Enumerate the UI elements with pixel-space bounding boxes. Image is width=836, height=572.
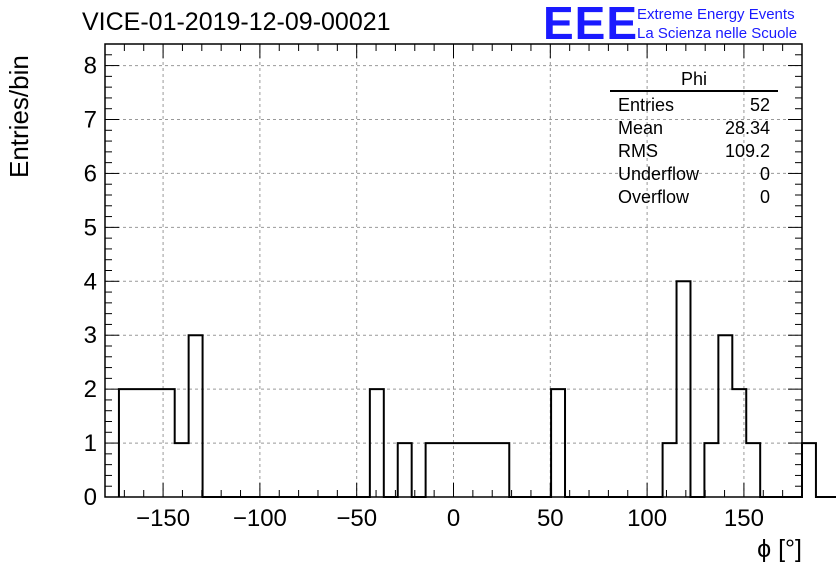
- y-tick-label: 7: [84, 107, 97, 134]
- x-tick-label: 0: [447, 505, 460, 532]
- histogram-bin: [426, 443, 440, 497]
- stats-value: 28.34: [724, 118, 770, 138]
- histogram-bin: [481, 443, 495, 497]
- grid-lines: [105, 44, 802, 497]
- y-tick-label: 0: [84, 484, 97, 511]
- histogram-bin: [802, 443, 816, 497]
- stats-name: Phi: [610, 68, 778, 92]
- histogram-bin: [467, 443, 481, 497]
- logo-line-1: Extreme Energy Events: [637, 6, 795, 23]
- histogram-bin: [718, 335, 732, 497]
- stats-value: 109.2: [724, 141, 770, 161]
- y-tick-label: 2: [84, 376, 97, 403]
- x-tick-label: −50: [336, 505, 377, 532]
- y-tick-label: 6: [84, 160, 97, 187]
- stats-label: Overflow: [618, 187, 690, 207]
- histogram-bin: [704, 443, 718, 497]
- stats-label: RMS: [618, 141, 658, 161]
- stats-label: Mean: [618, 118, 664, 138]
- y-tick-label: 4: [84, 268, 97, 295]
- histogram-bin: [440, 443, 454, 497]
- y-tick-label: 5: [84, 214, 97, 241]
- ticks: −150 −100 −50 0 50 100 150 0 1 2 3 4 5 6 7 8: [84, 44, 803, 532]
- histogram-bin: [495, 443, 509, 497]
- histogram-bin: [175, 443, 189, 497]
- stats-label: Underflow: [618, 164, 700, 184]
- eee-logo: EEE: [543, 0, 639, 49]
- logo-line-2: La Scienza nelle Scuole: [637, 25, 798, 42]
- histogram-bin: [663, 443, 677, 497]
- histogram-bin: [454, 443, 468, 497]
- x-tick-label: −150: [136, 505, 190, 532]
- stats-row-mean: Mean 28.34: [610, 117, 778, 140]
- histogram-bin: [398, 443, 412, 497]
- x-tick-label: 150: [724, 505, 764, 532]
- stats-row-underflow: Underflow 0: [610, 163, 778, 186]
- chart-title: VICE-01-2019-12-09-00021: [82, 8, 391, 36]
- histogram-bin: [189, 335, 203, 497]
- stats-value: 0: [759, 187, 770, 207]
- stats-value: 0: [759, 164, 770, 184]
- y-tick-label: 1: [84, 430, 97, 457]
- y-tick-label: 3: [84, 322, 97, 349]
- x-tick-label: 50: [537, 505, 564, 532]
- stats-row-overflow: Overflow 0: [610, 186, 778, 209]
- stats-row-rms: RMS 109.2: [610, 140, 778, 163]
- y-tick-label: 8: [84, 53, 97, 80]
- stats-value: 52: [749, 95, 770, 115]
- histogram-bin: [746, 443, 760, 497]
- stats-row-entries: Entries 52: [610, 94, 778, 117]
- histogram-bin: [133, 389, 147, 497]
- x-axis-label: ϕ [°]: [757, 535, 802, 563]
- x-tick-label: 100: [627, 505, 667, 532]
- stats-label: Entries: [618, 95, 675, 115]
- x-tick-label: −100: [233, 505, 287, 532]
- y-axis-label: Entries/bin: [4, 55, 34, 178]
- stats-box: Phi Entries 52 Mean 28.34 RMS 109.2 Unde…: [610, 68, 778, 209]
